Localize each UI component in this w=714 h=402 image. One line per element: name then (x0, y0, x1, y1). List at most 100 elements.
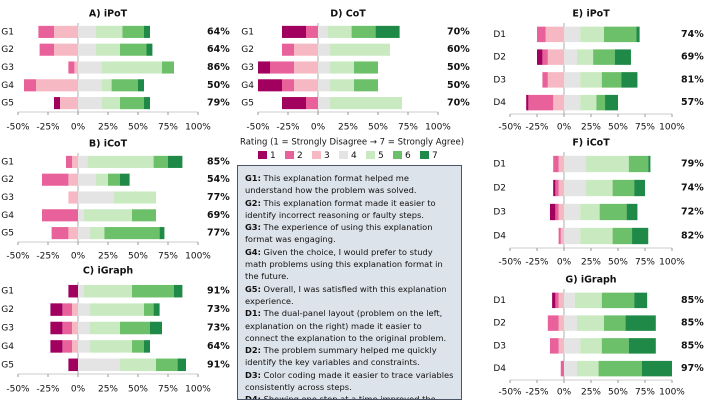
question-key: G2: (245, 197, 261, 208)
bar-segment (558, 292, 564, 309)
bar-segment (54, 25, 78, 38)
row-label: G1 (1, 287, 14, 297)
legend-swatch (366, 151, 375, 159)
question-key: G3: (245, 222, 261, 233)
bar-segment (558, 315, 564, 331)
x-tick-label: -25% (36, 123, 60, 133)
x-tick-label: 50% (608, 258, 628, 268)
bar-segment (330, 61, 354, 74)
bar-segment (375, 25, 400, 38)
bar-segment (576, 49, 594, 65)
bar-segment (258, 79, 282, 92)
agree-label: 50% (447, 80, 470, 91)
agree-label: 72% (681, 207, 704, 218)
bar-segment (318, 79, 330, 92)
x-tick-label: -25% (276, 123, 300, 133)
bar-segment (78, 25, 96, 38)
bar-segment (560, 227, 564, 245)
bar-segment (574, 292, 602, 309)
bar-segment (102, 61, 162, 74)
legend-label: 7 (432, 151, 438, 161)
legend-label: 2 (297, 151, 303, 161)
x-tick-label: 100% (659, 258, 685, 268)
x-tick-label: 100% (659, 388, 685, 398)
x-tick-label: 75% (635, 258, 655, 268)
bar-segment (108, 173, 120, 186)
bar-segment (96, 25, 123, 38)
agree-label: 50% (207, 80, 230, 91)
bar-segment (628, 155, 649, 173)
bar-segment (601, 72, 622, 88)
bar-segment (132, 209, 156, 222)
bar-segment (78, 358, 120, 372)
agree-label: 74% (681, 29, 704, 40)
row-label: G3 (1, 193, 14, 203)
question-text: Given the choice, I would prefer to stud… (245, 246, 443, 282)
row-label: G2 (1, 305, 14, 315)
bar-segment (318, 25, 328, 38)
x-tick-label: -25% (525, 123, 549, 133)
bar-segment (294, 79, 318, 92)
bar-segment (564, 338, 581, 354)
bar-segment (78, 191, 114, 204)
bar-segment (545, 26, 564, 43)
bar-segment (641, 360, 672, 377)
bar-segment (114, 191, 156, 204)
bar-segment (612, 179, 635, 197)
bar-segment (36, 79, 78, 92)
bar-segment (580, 227, 613, 245)
row-label: G4 (1, 81, 14, 91)
chart-panel: D) CoT -50% -25% 0% 25% 50% 75% 100% G1 70% G2 60% G… (241, 9, 470, 133)
bar-segment (68, 61, 75, 74)
x-tick-label: 25% (581, 258, 601, 268)
x-tick-label: 50% (128, 123, 148, 133)
x-tick-label: 75% (158, 252, 178, 262)
row-label: G3 (241, 63, 254, 73)
agree-label: 64% (207, 26, 230, 37)
agree-label: 60% (447, 44, 470, 55)
bar-segment (102, 79, 112, 92)
x-tick-label: -25% (525, 258, 549, 268)
row-label: G5 (241, 99, 254, 109)
bar-segment (90, 303, 144, 316)
legend-label: 1 (270, 151, 276, 161)
agree-label: 74% (681, 183, 704, 194)
bar-segment (580, 26, 604, 43)
agree-label: 73% (207, 304, 230, 315)
bar-segment (558, 179, 564, 197)
bar-segment (90, 340, 132, 353)
agree-label: 79% (207, 98, 230, 109)
bar-segment (120, 173, 130, 186)
bar-segment (96, 173, 108, 186)
x-tick-label: 25% (581, 388, 601, 398)
bar-segment (626, 203, 638, 221)
bar-segment (72, 155, 78, 168)
x-tick-label: 0% (557, 388, 572, 398)
bar-segment (78, 340, 90, 353)
bar-segment (564, 94, 581, 111)
chart-title: G) iGraph (565, 275, 616, 286)
question-text: This explanation format made it easier t… (245, 197, 436, 220)
bar-segment (555, 179, 559, 197)
row-label: G2 (241, 45, 254, 55)
bar-segment (270, 61, 294, 74)
bar-segment (78, 97, 102, 110)
bar-segment (330, 43, 390, 56)
bar-segment (78, 321, 90, 335)
row-label: D4 (493, 364, 506, 374)
chart-panel: C) iGraph -50% -25% 0% 25% 50% 75% 100% G1 91% G2 7… (1, 266, 230, 395)
agree-label: 91% (207, 286, 230, 297)
bar-segment (111, 79, 138, 92)
bar-segment (318, 97, 330, 110)
x-tick-label: -50% (498, 123, 522, 133)
bar-segment (120, 358, 156, 372)
bar-segment (62, 340, 72, 353)
x-tick-label: 0% (557, 123, 572, 133)
legend-label: 3 (324, 151, 330, 161)
bar-segment (177, 358, 186, 372)
bar-segment (614, 49, 631, 65)
x-tick-label: -50% (6, 385, 30, 395)
question: D3: Color coding made it easier to trace… (245, 369, 454, 394)
chart-title: B) iCoT (89, 139, 128, 150)
agree-label: 57% (681, 97, 704, 108)
